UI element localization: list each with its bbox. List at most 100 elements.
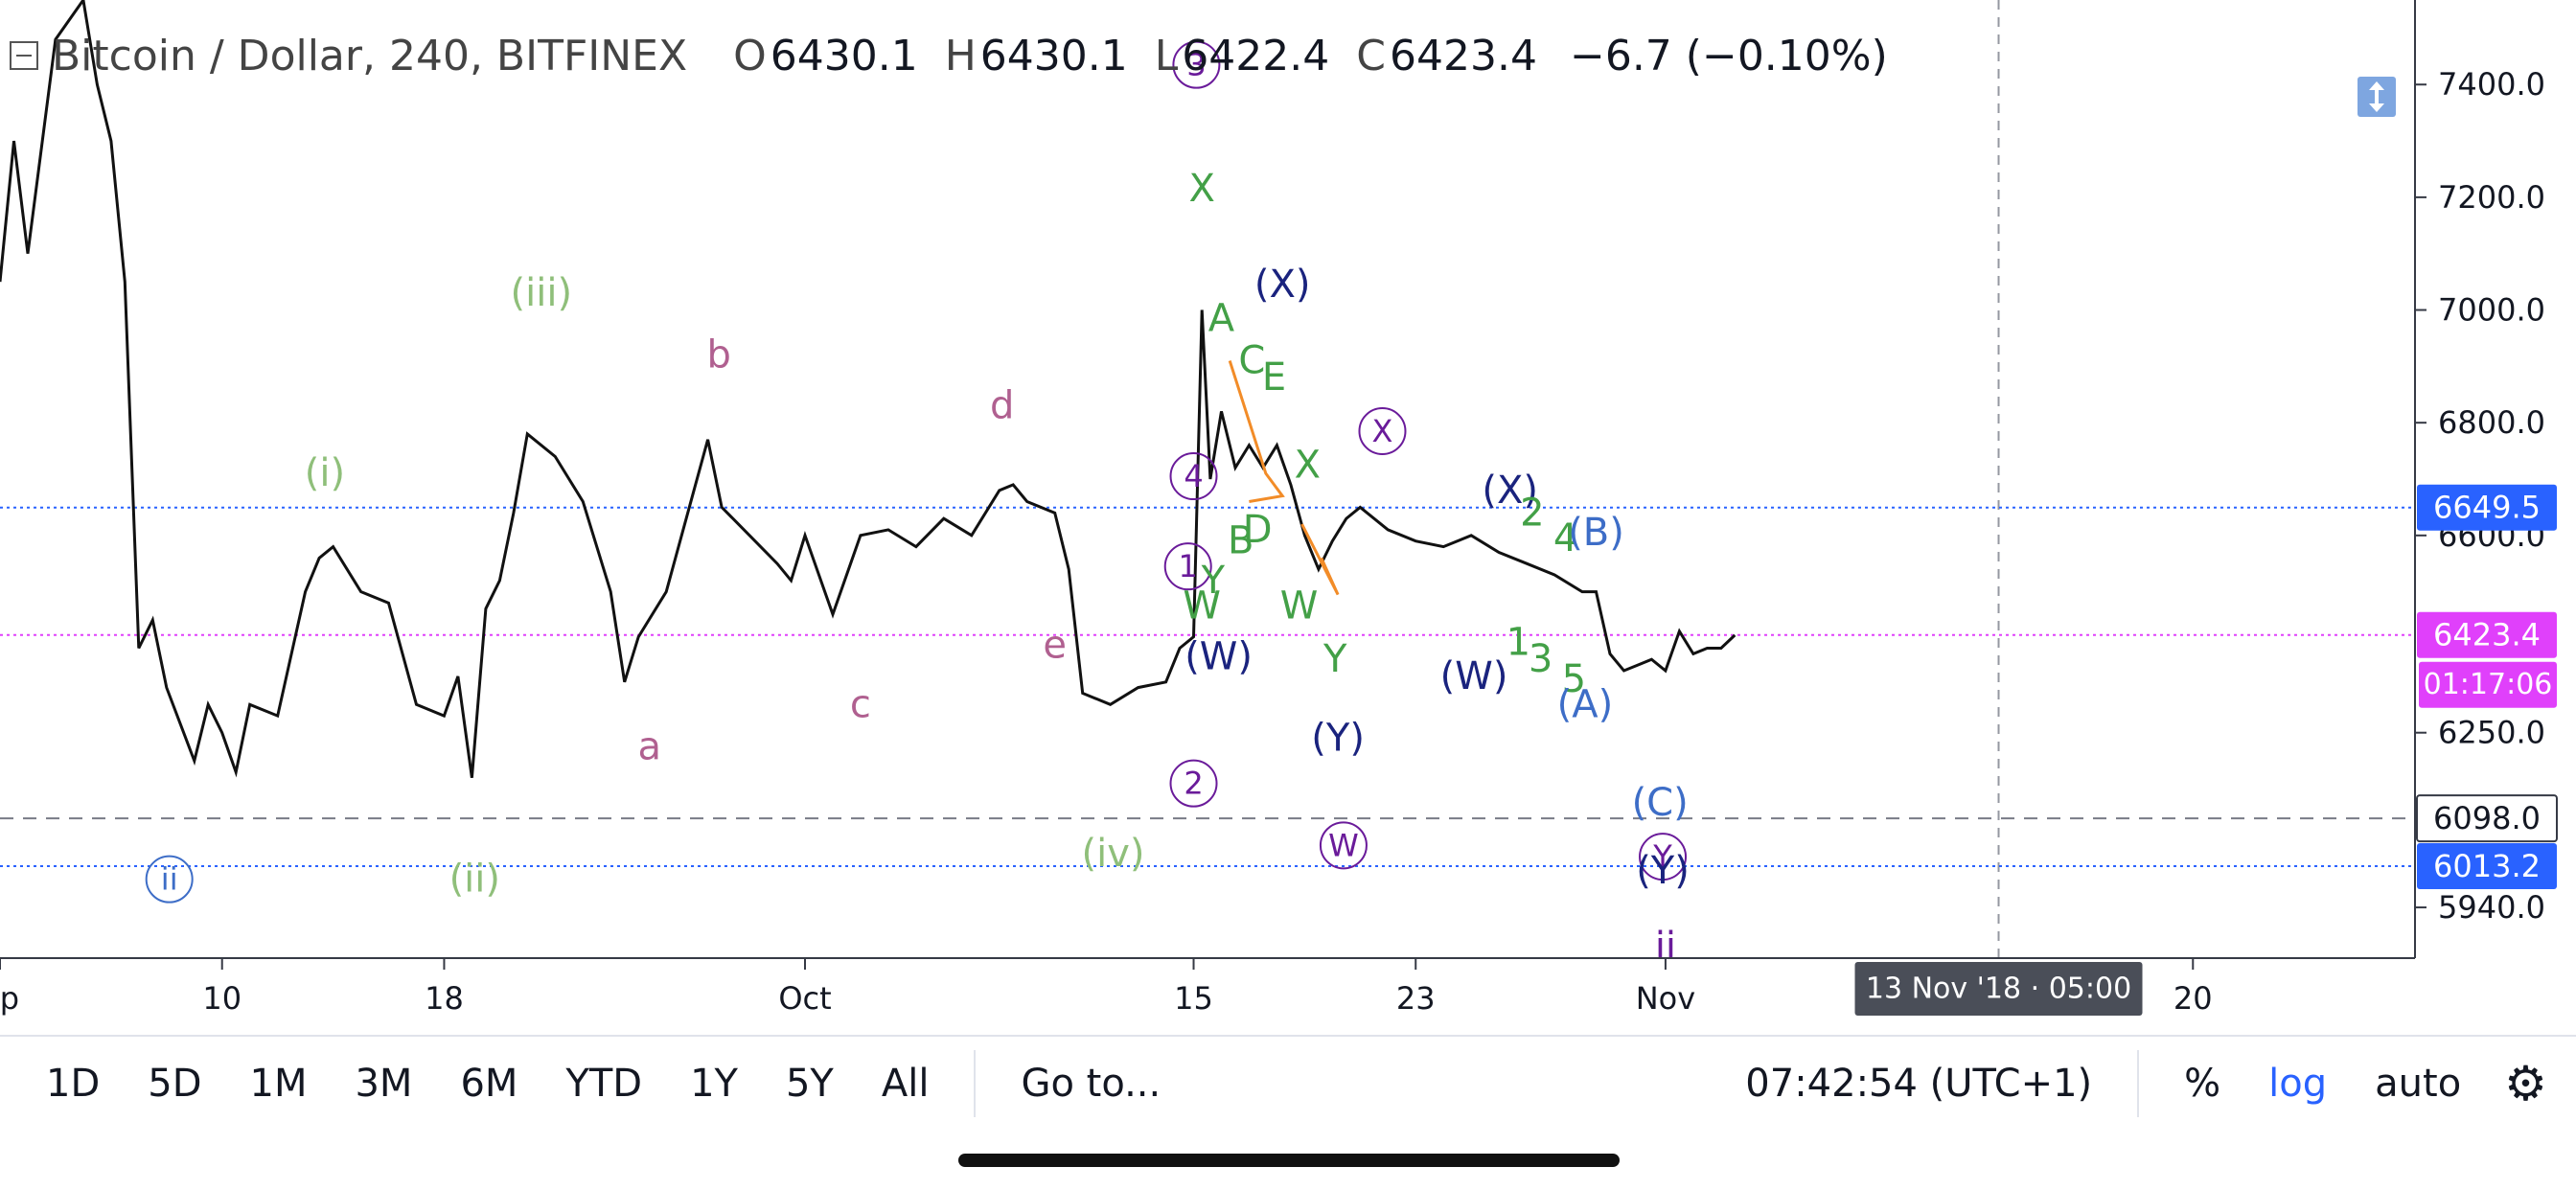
open-value: 6430.1 [770,31,918,80]
wave-label-circle [1169,452,1218,501]
wave-label: ii [145,855,194,904]
y-tick-label: 6800.0 [2438,404,2545,441]
wave-label: (B) [1568,511,1624,555]
countdown-badge [2419,661,2557,708]
wave-label-text: 3 [1529,637,1552,681]
wave-label: (Y) [1311,717,1365,761]
wave-label: 2 [1169,759,1218,808]
wave-label: 1 [1506,621,1530,665]
symbol-title[interactable]: Bitcoin / Dollar, 240, BITFINEX [52,31,688,80]
high-key: H [944,31,977,80]
wave-label-text: Y [1201,559,1226,603]
wave-label: Y [1639,833,1688,881]
wave-label-text: c [850,682,871,726]
wave-label: (ii) [449,858,500,902]
wave-label: b [707,333,731,378]
wave-label-text: (W) [1440,654,1508,698]
go-to-button[interactable]: Go to... [1021,1062,1162,1106]
price-badge-label: 6013.2 [2433,848,2541,884]
x-tick-label: 10 [202,980,242,1017]
wave-label: W [1280,584,1319,628]
wave-label-circle [1169,759,1218,808]
open-key: O [733,31,767,80]
wave-label-text: 2 [1184,766,1203,802]
wave-label: A [1208,296,1235,340]
range-all-button[interactable]: All [881,1062,930,1106]
x-tick-label: Oct [778,980,831,1017]
wave-label-text: 4 [1184,458,1203,494]
wave-label-circle [1172,40,1221,89]
low-value: 6422.4 [1182,31,1330,80]
gear-icon[interactable]: ⚙ [2504,1056,2547,1111]
wave-label-circle [1319,821,1368,870]
wave-label-text: d [990,384,1014,428]
wave-label-text: W [1328,827,1359,863]
wave-label-text: (X) [1254,263,1311,307]
range-1m-button[interactable]: 1M [249,1062,308,1106]
wave-label-text: (Y) [1636,849,1690,893]
range-1d-button[interactable]: 1D [46,1062,101,1106]
range-3m-button[interactable]: 3M [355,1062,413,1106]
range-1y-button[interactable]: 1Y [690,1062,738,1106]
wave-label-text: 3 [1186,47,1206,83]
price-badge [2417,611,2557,658]
wave-label-circle [1639,833,1688,881]
bottom-toolbar: 1D 5D 1M 3M 6M YTD 1Y 5Y All Go to... 07… [0,1035,2576,1131]
change-value: −6.7 (−0.10%) [1569,31,1888,80]
timezone-clock[interactable]: 07:42:54 (UTC+1) [1745,1062,2093,1106]
auto-scale-button[interactable]: auto [2375,1062,2462,1106]
percent-scale-button[interactable]: % [2184,1062,2221,1106]
wave-label-text: (iii) [511,271,573,315]
wave-label-text: (X) [1482,469,1538,513]
range-ytd-button[interactable]: YTD [565,1062,643,1106]
x-tick-label: ep [0,980,19,1017]
wave-label-text: X [1189,167,1215,211]
wave-label-text: 1 [1506,621,1530,665]
wave-label-text: X [1372,413,1393,449]
y-tick-label: 7000.0 [2438,292,2545,329]
low-key: L [1154,31,1179,80]
wave-label: (C) [1632,781,1689,825]
scroll-to-latest-button[interactable] [2358,77,2396,117]
price-badge-label: 6649.5 [2433,490,2541,526]
price-badge-label: 6098.0 [2433,800,2541,836]
triangle-trendline [1228,360,1285,503]
home-indicator [958,1154,1620,1167]
wave-label-text: W [1280,584,1319,628]
y-tick-label: 7200.0 [2438,179,2545,216]
range-5y-button[interactable]: 5Y [785,1062,834,1106]
range-6m-button[interactable]: 6M [460,1062,518,1106]
wave-label-text: X [1295,443,1321,487]
wave-label: W [1319,821,1368,870]
wave-label: e [1043,624,1067,668]
high-value: 6430.1 [979,31,1128,80]
wave-label-text: 5 [1562,657,1586,701]
wave-label: (Y) [1636,849,1690,893]
range-5d-button[interactable]: 5D [148,1062,202,1106]
wave-label: c [850,682,871,726]
y-tick-label: 5940.0 [2438,889,2545,926]
crosshair-time-badge [1854,962,2143,1016]
wave-label-text: ii [161,861,178,898]
wave-label-text: (Y) [1311,717,1365,761]
wave-label: (X) [1482,469,1538,513]
wave-label-text: 2 [1520,491,1544,535]
wave-label: 4 [1553,516,1577,561]
wave-label-text: 4 [1553,516,1577,561]
wave-label: (W) [1184,634,1253,678]
wave-label: d [990,384,1014,428]
countdown-label: 01:17:06 [2424,668,2553,701]
arrow-up-down-icon [2369,81,2384,112]
wave-label-circle [1163,542,1212,591]
wave-label-text: (i) [305,451,345,495]
x-tick-label: 20 [2174,980,2213,1017]
wave-label: (W) [1440,654,1508,698]
wave-label-text: (B) [1568,511,1624,555]
wave-label-text: D [1243,508,1273,552]
wave-label: Y [1201,559,1226,603]
collapse-legend-icon[interactable] [10,41,38,70]
wave-label-text: C [1238,338,1265,382]
log-scale-button[interactable]: log [2268,1062,2328,1106]
x-tick-label: Nov [1636,980,1695,1017]
